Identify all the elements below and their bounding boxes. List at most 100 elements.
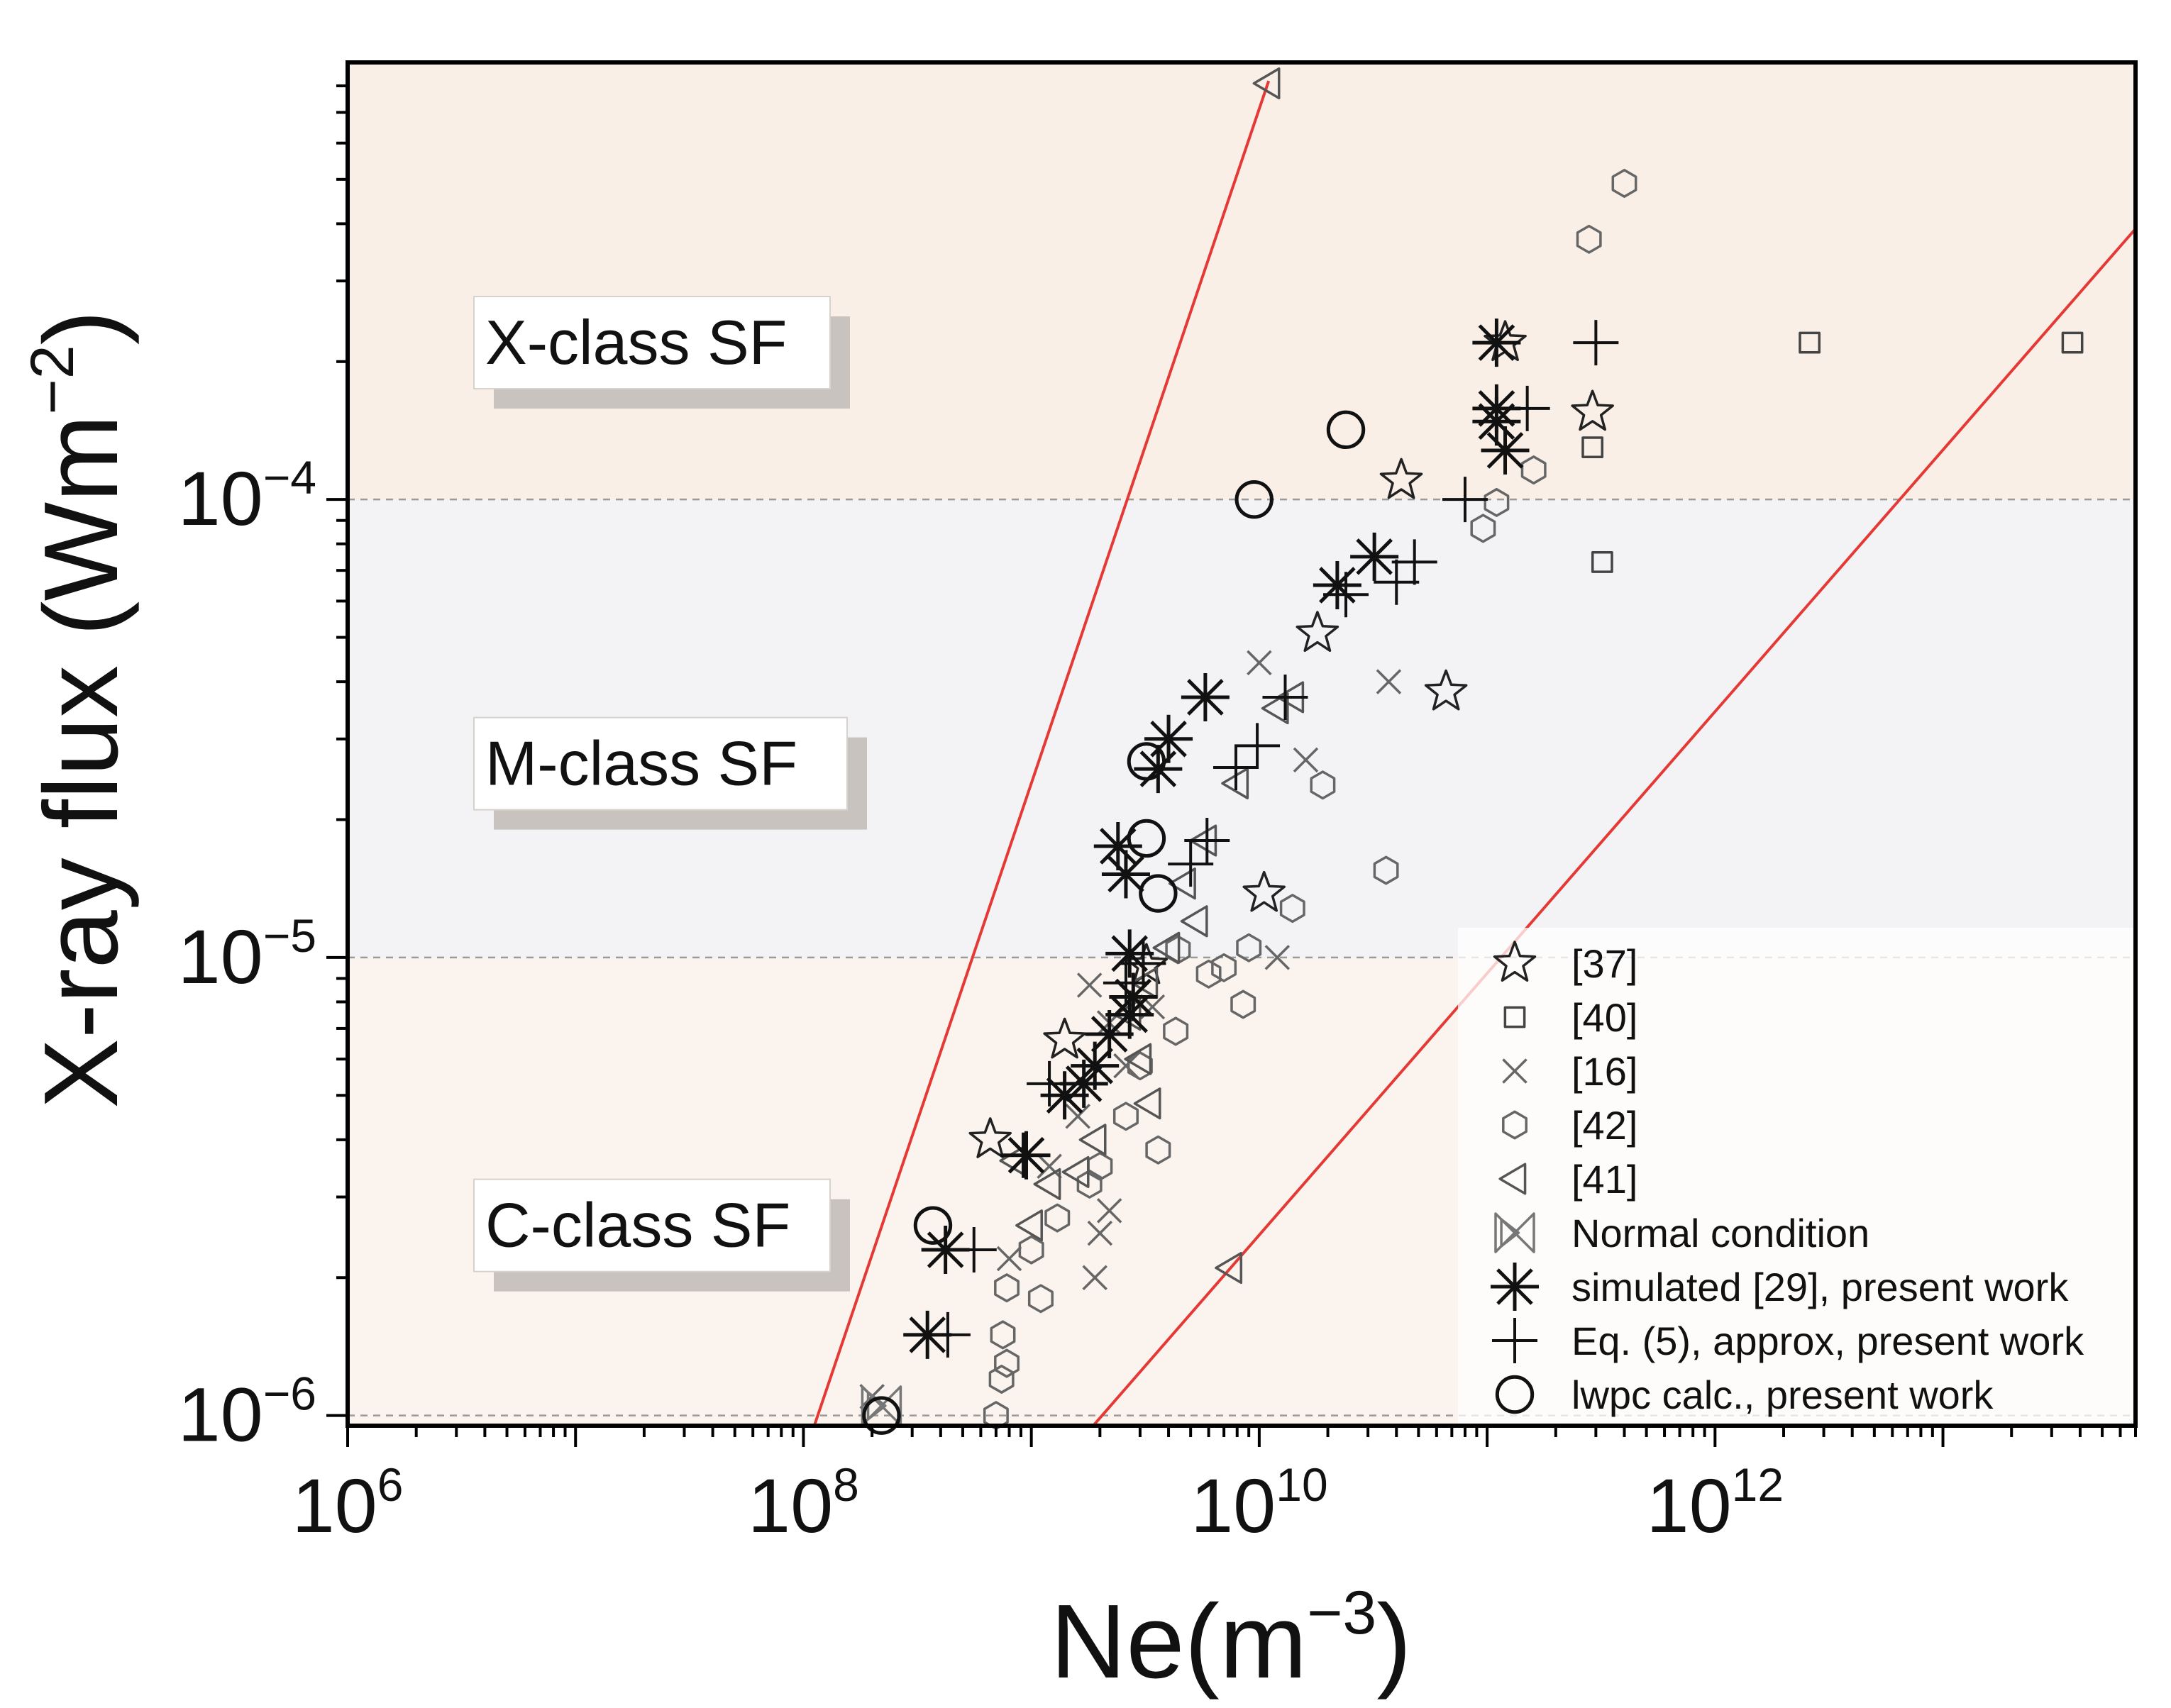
data-point xyxy=(1296,611,1339,653)
legend-label: Normal condition xyxy=(1571,1211,1869,1255)
legend-label: lwpc calc., present work xyxy=(1571,1372,1994,1417)
data-point xyxy=(1391,539,1437,585)
y-tick-label: 10−6 xyxy=(178,1368,316,1458)
data-point xyxy=(1442,477,1488,523)
x-tick-label: 106 xyxy=(292,1458,404,1548)
legend-item: [42] xyxy=(1502,1103,1637,1148)
data-point xyxy=(1247,650,1272,676)
data-point xyxy=(990,1320,1016,1350)
data-point xyxy=(1127,742,1166,781)
data-point xyxy=(1184,818,1230,864)
data-point xyxy=(1127,819,1166,858)
legend-item: [37] xyxy=(1493,941,1637,986)
data-point xyxy=(1105,929,1154,978)
class-labels: X-class SF M-class SF C-class SF xyxy=(473,296,867,1292)
data-point xyxy=(1133,1087,1161,1120)
data-point xyxy=(1591,551,1613,573)
y-axis-title: X-ray flux (Wm−2) xyxy=(18,310,140,1109)
series-circle xyxy=(862,410,1366,1435)
legend-box xyxy=(1458,928,2136,1441)
series-square xyxy=(1581,331,2084,573)
data-point xyxy=(1144,714,1193,763)
legend-marker xyxy=(1493,941,1537,982)
data-point xyxy=(1504,385,1550,431)
data-point xyxy=(1236,933,1262,963)
data-point xyxy=(1279,894,1305,924)
legend-marker xyxy=(1492,1318,1537,1363)
data-point xyxy=(1018,1235,1044,1265)
legend-item: [41] xyxy=(1498,1157,1637,1202)
data-point xyxy=(1310,770,1336,800)
legend-item: [40] xyxy=(1503,995,1637,1040)
legend-marker xyxy=(1491,1263,1539,1311)
data-point xyxy=(994,1273,1020,1303)
data-point xyxy=(1087,1220,1113,1246)
legend-label: simulated [29], present work xyxy=(1571,1265,2069,1309)
legend-label: Eq. (5), approx, present work xyxy=(1571,1319,2084,1363)
data-point xyxy=(1581,436,1604,458)
legend-item: simulated [29], present work xyxy=(1491,1263,2069,1311)
class-label-text: X-class SF xyxy=(485,307,787,377)
legend: [37] [40] [16] [42] [41] Normal condition simu… xyxy=(1458,928,2136,1441)
legend-label: [42] xyxy=(1571,1103,1637,1148)
legend-marker xyxy=(1498,1163,1527,1195)
legend-marker xyxy=(1495,1375,1535,1414)
axis-ticks: 106 108 1010 1012 10−6 10−5 10−4 xyxy=(178,84,2137,1548)
data-point xyxy=(1576,224,1602,254)
data-point xyxy=(1212,744,1259,790)
data-point xyxy=(862,1396,901,1435)
data-point xyxy=(1152,931,1181,964)
data-point xyxy=(1168,841,1214,887)
class-label-text: C-class SF xyxy=(485,1190,790,1260)
x-tick-label: 1012 xyxy=(1647,1458,1784,1548)
data-point xyxy=(988,1365,1015,1394)
data-point xyxy=(2061,331,2084,354)
data-point xyxy=(994,1348,1020,1378)
data-point xyxy=(1484,487,1510,517)
data-point xyxy=(1573,320,1619,366)
legend-marker xyxy=(1502,1110,1528,1140)
data-point xyxy=(1082,1265,1107,1290)
data-point xyxy=(1252,67,1281,100)
data-point xyxy=(1139,874,1178,913)
data-point xyxy=(1044,1203,1071,1233)
data-point xyxy=(996,1246,1022,1272)
data-point xyxy=(1373,855,1399,885)
legend-item: Eq. (5), approx, present work xyxy=(1492,1318,2084,1363)
band-x-class xyxy=(348,62,2136,500)
data-point xyxy=(1230,989,1256,1019)
data-point xyxy=(1472,397,1521,446)
data-point xyxy=(913,1206,953,1245)
legend-label: [40] xyxy=(1571,995,1637,1040)
data-point xyxy=(1326,410,1366,450)
legend-marker xyxy=(1502,1058,1528,1084)
data-point xyxy=(1065,1104,1090,1129)
data-point xyxy=(1027,1060,1073,1107)
data-point xyxy=(1211,953,1237,982)
data-point xyxy=(1040,1071,1089,1120)
data-point xyxy=(1611,169,1637,198)
data-point xyxy=(1293,747,1319,773)
data-point xyxy=(951,1227,997,1273)
data-point xyxy=(1033,1168,1061,1200)
data-point xyxy=(1145,1135,1171,1165)
data-point xyxy=(1262,674,1308,720)
x-tick-label: 108 xyxy=(748,1458,859,1548)
data-point xyxy=(1481,426,1530,475)
y-tick-label: 10−5 xyxy=(178,909,316,999)
data-point xyxy=(1234,723,1281,769)
legend-item: [16] xyxy=(1502,1049,1637,1094)
data-point xyxy=(1215,1252,1243,1285)
data-point xyxy=(1424,669,1468,711)
data-point xyxy=(1061,1155,1090,1188)
plot-frame xyxy=(346,60,2138,1428)
legend-item: Normal condition xyxy=(1494,1211,1869,1255)
x-axis-title: Ne(m−3) xyxy=(1050,1579,1411,1700)
data-point xyxy=(1520,455,1547,485)
boundary-lines xyxy=(812,80,2136,1426)
data-point xyxy=(1470,514,1496,543)
data-point xyxy=(1376,669,1402,694)
data-point xyxy=(1379,458,1423,499)
data-point xyxy=(968,1117,1012,1158)
